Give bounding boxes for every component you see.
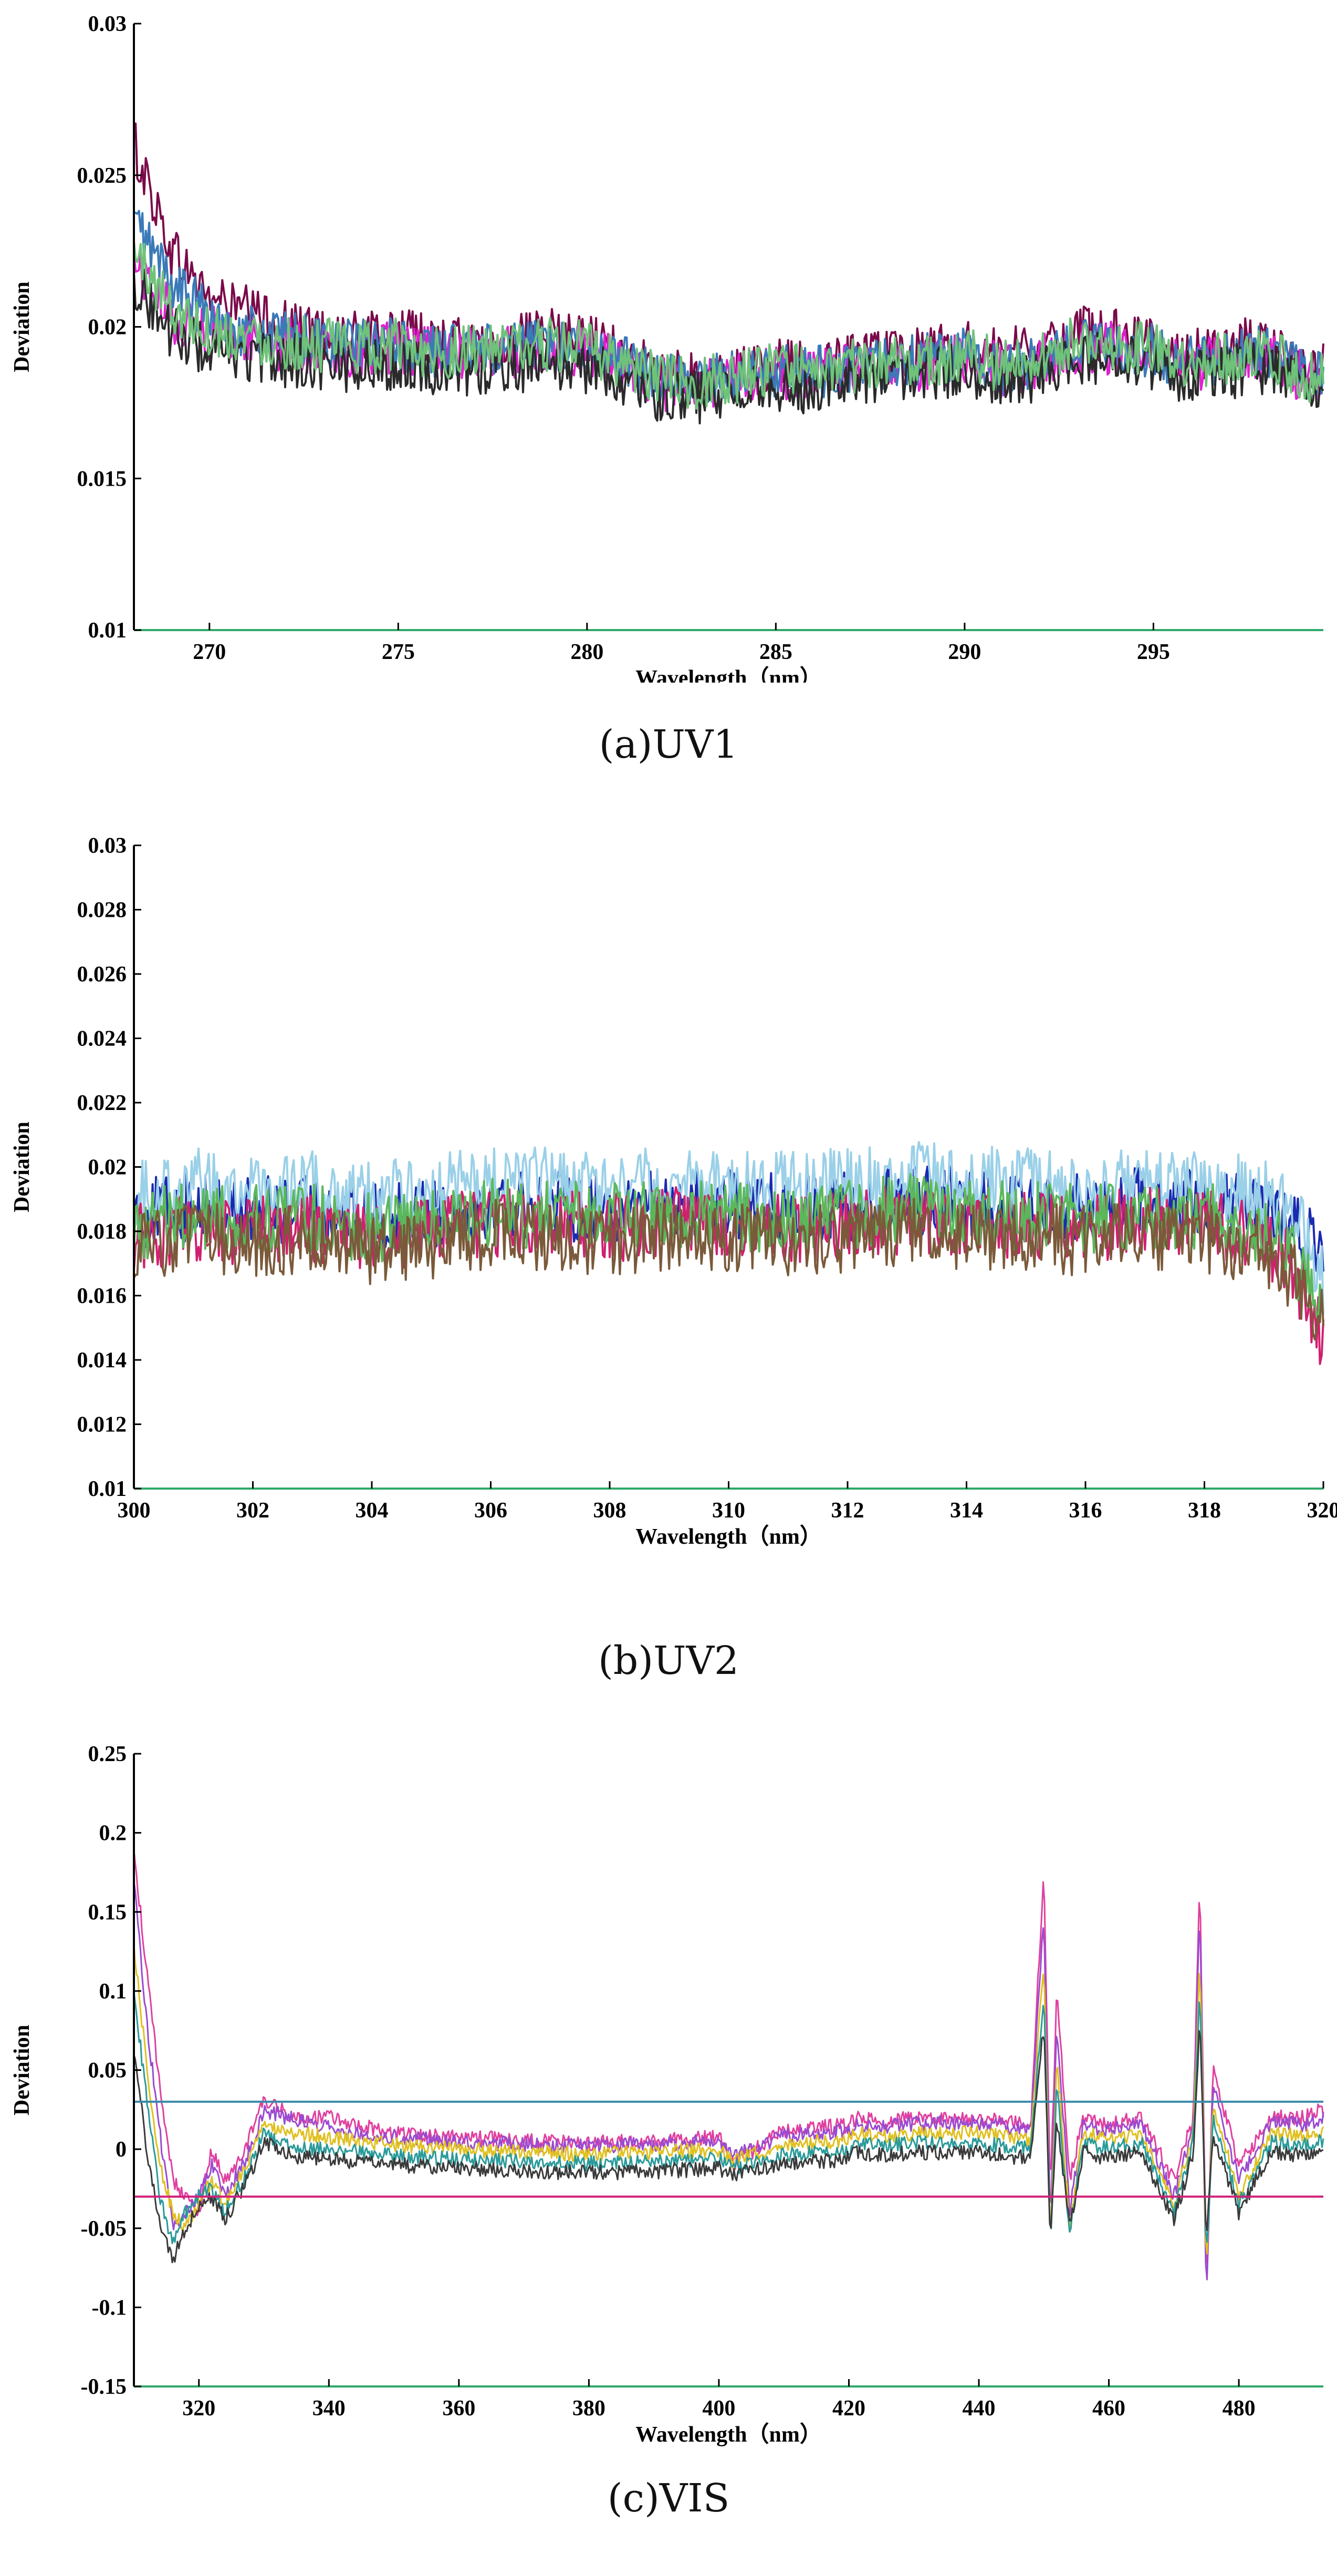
- x-tick-label: 480: [1223, 2396, 1256, 2421]
- x-tick-label: 304: [356, 1499, 389, 1523]
- chart-vis: -0.15 -0.1 -0.05 0 0.05 0.1 0.15 0.2 0.25 320 340 3…: [10, 1742, 1324, 2447]
- x-tick-label: 300: [118, 1499, 151, 1523]
- x-tick-label: 285: [759, 640, 792, 664]
- y-tick-label: 0.03: [88, 12, 127, 36]
- y-tick-label: 0.15: [88, 1900, 127, 1924]
- x-tick-label: 270: [193, 640, 226, 664]
- y-tick-label: 0.025: [77, 164, 127, 188]
- y-tick-label: 0.25: [88, 1742, 127, 1766]
- chart-panel-vis: -0.15 -0.1 -0.05 0 0.05 0.1 0.15 0.2 0.25 320 340 3…: [0, 1733, 1337, 2468]
- x-tick-label: 316: [1069, 1499, 1102, 1523]
- x-tick-label: 312: [831, 1499, 864, 1523]
- chart-panel-uv2: 0.01 0.012 0.014 0.016 0.018 0.02 0.022 0.024 0.…: [0, 824, 1337, 1586]
- series-line-4: [133, 240, 1324, 410]
- chart-uv2: 0.01 0.012 0.014 0.016 0.018 0.02 0.022 0.024 0.…: [10, 834, 1337, 1549]
- y-tick-label: 0.016: [77, 1284, 127, 1308]
- x-tick-label: 280: [570, 640, 603, 664]
- y-tick-label: 0.024: [77, 1027, 127, 1051]
- x-tick-label: 460: [1092, 2396, 1125, 2421]
- x-tick-label: 302: [236, 1499, 269, 1523]
- y-tick-label: -0.1: [92, 2296, 127, 2320]
- y-tick-label: 0.022: [77, 1091, 127, 1115]
- x-tick-label: 400: [702, 2396, 735, 2421]
- x-tick-label: 310: [712, 1499, 745, 1523]
- x-axis-label: Wavelength（nm）: [635, 666, 822, 683]
- x-tick-label: 318: [1188, 1499, 1221, 1523]
- y-tick-label: 0.02: [88, 316, 127, 340]
- x-tick-label: 360: [442, 2396, 475, 2421]
- y-tick-label: 0.01: [88, 619, 127, 643]
- y-axis-label: Deviation: [10, 281, 34, 372]
- y-tick-label: -0.15: [81, 2375, 127, 2399]
- y-tick-label: 0: [116, 2138, 127, 2162]
- y-tick-label: 0.012: [77, 1413, 127, 1437]
- y-tick-label: 0.02: [88, 1156, 127, 1180]
- x-tick-label: 340: [312, 2396, 346, 2421]
- series-line-2: [133, 1944, 1324, 2255]
- y-tick-label: 0.1: [99, 1980, 127, 2004]
- x-tick-label: 275: [382, 640, 415, 664]
- x-tick-label: 320: [182, 2396, 215, 2421]
- chart-panel-uv1: 0.01 0.015 0.02 0.025 0.03 270 275 280 285 290 295…: [0, 0, 1337, 788]
- x-tick-label: 308: [593, 1499, 626, 1523]
- series-line-4: [133, 2030, 1324, 2264]
- y-tick-label: 0.028: [77, 898, 127, 923]
- x-tick-label: 306: [474, 1499, 507, 1523]
- series-line-0: [133, 1850, 1324, 2264]
- y-tick-label: 0.2: [99, 1821, 127, 1846]
- x-axis-label: Wavelength（nm）: [635, 1524, 822, 1549]
- y-tick-label: 0.026: [77, 962, 127, 987]
- x-tick-label: 314: [950, 1499, 983, 1523]
- y-tick-label: 0.03: [88, 834, 127, 858]
- x-tick-label: 290: [948, 640, 981, 664]
- y-tick-label: 0.015: [77, 467, 127, 491]
- y-tick-label: 0.05: [88, 2059, 127, 2083]
- chart-uv1: 0.01 0.015 0.02 0.025 0.03 270 275 280 285 290 295…: [10, 12, 1324, 683]
- caption-uv2: (b)UV2: [598, 1638, 739, 1683]
- x-tick-label: 420: [832, 2396, 865, 2421]
- caption-vis: (c)VIS: [607, 2476, 730, 2521]
- y-tick-label: 0.018: [77, 1220, 127, 1244]
- series-line-4: [133, 1198, 1324, 1341]
- caption-uv1: (a)UV1: [599, 722, 738, 767]
- y-tick-label: 0.014: [77, 1348, 127, 1373]
- x-tick-label: 380: [572, 2396, 605, 2421]
- y-axis-label: Deviation: [10, 1122, 34, 1212]
- series-line-1: [133, 1141, 1324, 1315]
- x-tick-label: 295: [1137, 640, 1170, 664]
- y-tick-label: 0.01: [88, 1477, 127, 1501]
- series-line-1: [133, 1881, 1324, 2280]
- x-tick-label: 320: [1307, 1499, 1337, 1523]
- x-tick-label: 440: [963, 2396, 996, 2421]
- x-axis-label: Wavelength（nm）: [635, 2422, 822, 2447]
- y-axis-label: Deviation: [10, 2025, 34, 2116]
- y-tick-label: -0.05: [81, 2217, 127, 2241]
